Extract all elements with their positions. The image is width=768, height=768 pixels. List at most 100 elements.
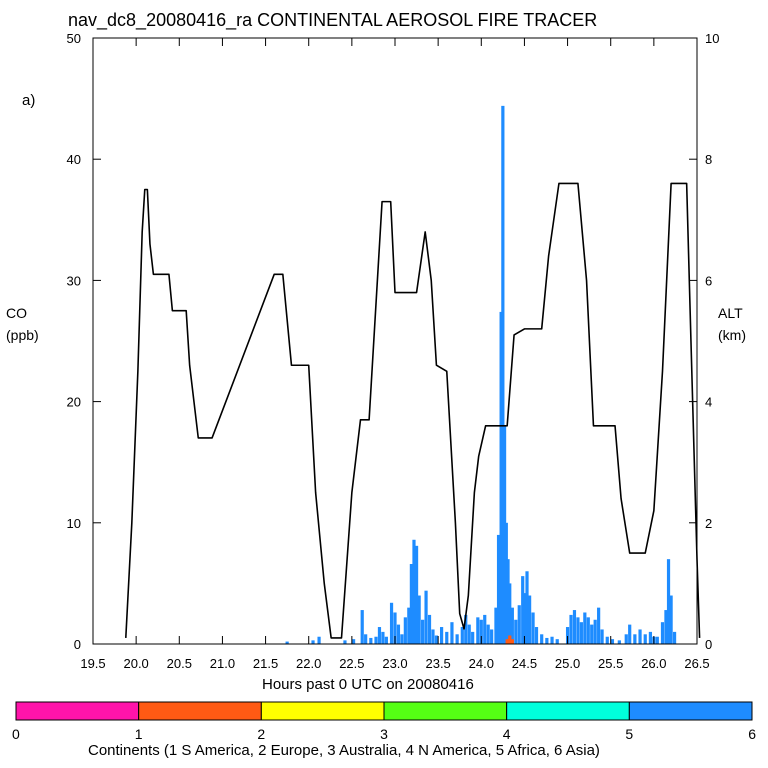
bar-s0-50 bbox=[517, 605, 521, 644]
colorbar-tick-label-5: 5 bbox=[625, 726, 633, 742]
bar-s0-18 bbox=[409, 564, 413, 644]
bar-s0-44 bbox=[502, 425, 507, 644]
colorbar-swatch-5 bbox=[628, 701, 753, 721]
bar-s0-36 bbox=[479, 619, 483, 644]
bar-s0-72 bbox=[605, 636, 609, 644]
bar-s0-66 bbox=[583, 612, 587, 644]
bar-s0-60 bbox=[555, 639, 559, 644]
bar-s0-84 bbox=[664, 610, 668, 644]
y-axis-right-label-name: ALT bbox=[718, 305, 743, 321]
y-left-tick-label-0: 0 bbox=[74, 637, 81, 652]
bar-s0-73 bbox=[610, 639, 615, 644]
bar-s0-45 bbox=[504, 522, 508, 644]
bar-s0-31 bbox=[460, 627, 464, 644]
x-tick-label-6: 22.5 bbox=[339, 656, 364, 671]
bar-s0-53 bbox=[525, 571, 529, 644]
bar-s0-4 bbox=[351, 639, 356, 644]
bar-s0-7 bbox=[369, 637, 373, 644]
y-right-tick-label-0: 0 bbox=[705, 637, 712, 652]
bar-s0-63 bbox=[572, 610, 577, 644]
bar-s0-48 bbox=[510, 607, 514, 644]
colorbar-swatch-0 bbox=[15, 701, 140, 721]
altitude-layer bbox=[124, 182, 701, 639]
x-tick-label-10: 24.5 bbox=[512, 656, 537, 671]
y-left-tick-label-4: 40 bbox=[67, 152, 81, 167]
bar-s0-8 bbox=[374, 636, 378, 644]
bar-s0-64 bbox=[576, 617, 580, 644]
x-tick-label-8: 23.5 bbox=[425, 656, 450, 671]
x-tick-label-14: 26.5 bbox=[684, 656, 709, 671]
bar-s0-56 bbox=[534, 627, 539, 644]
bar-s0-6 bbox=[364, 634, 368, 644]
bar-s0-32 bbox=[464, 614, 468, 644]
bar-s0-43 bbox=[501, 105, 505, 645]
x-tick-label-12: 25.5 bbox=[598, 656, 623, 671]
bar-s0-38 bbox=[486, 624, 490, 644]
bar-s0-61 bbox=[565, 627, 570, 644]
bar-s0-58 bbox=[545, 637, 549, 644]
bar-s0-27 bbox=[439, 627, 444, 644]
bar-s0-37 bbox=[483, 614, 487, 644]
bar-s0-62 bbox=[569, 614, 573, 644]
bar-s0-35 bbox=[476, 617, 480, 644]
x-tick-label-13: 26.0 bbox=[641, 656, 666, 671]
bar-s0-26 bbox=[434, 635, 439, 644]
bar-s0-29 bbox=[450, 622, 454, 644]
x-tick-label-7: 23.0 bbox=[382, 656, 407, 671]
bar-s0-85 bbox=[666, 559, 671, 644]
colorbar-title: Continents (1 S America, 2 Europe, 3 Aus… bbox=[88, 742, 600, 759]
colorbar-tick-label-3: 3 bbox=[380, 726, 388, 742]
colorbar-tick-label-4: 4 bbox=[503, 726, 511, 742]
bar-s0-25 bbox=[431, 629, 435, 644]
bar-s0-71 bbox=[600, 629, 604, 644]
bar-s1-2 bbox=[510, 639, 514, 644]
bar-s0-16 bbox=[403, 617, 407, 644]
bar-s0-28 bbox=[445, 631, 449, 644]
bar-s0-49 bbox=[514, 619, 518, 644]
bar-s0-30 bbox=[455, 634, 459, 644]
bar-s0-42 bbox=[499, 311, 503, 644]
x-tick-label-5: 22.0 bbox=[296, 656, 321, 671]
bar-s0-46 bbox=[506, 559, 510, 644]
y-left-tick-label-2: 20 bbox=[67, 395, 81, 410]
colorbar-swatch-1 bbox=[138, 701, 262, 721]
bar-s0-17 bbox=[407, 607, 411, 644]
y-left-tick-label-5: 50 bbox=[67, 31, 81, 46]
x-tick-label-3: 21.0 bbox=[210, 656, 235, 671]
colorbar-swatch-4 bbox=[506, 701, 630, 721]
bar-s0-70 bbox=[597, 607, 601, 644]
bar-s0-74 bbox=[617, 640, 621, 644]
x-tick-label-9: 24.0 bbox=[469, 656, 494, 671]
bar-s0-87 bbox=[672, 631, 677, 644]
bar-s0-55 bbox=[531, 612, 535, 644]
bar-s0-9 bbox=[377, 627, 382, 644]
bar-s0-57 bbox=[540, 634, 544, 644]
bar-s0-15 bbox=[400, 634, 404, 644]
y-right-tick-label-4: 8 bbox=[705, 152, 712, 167]
bars-layer bbox=[285, 105, 677, 645]
bar-s0-12 bbox=[389, 602, 394, 644]
bar-s0-86 bbox=[669, 595, 673, 644]
bar-s0-22 bbox=[421, 619, 425, 644]
bar-s0-41 bbox=[496, 534, 501, 644]
bar-s0-68 bbox=[590, 624, 594, 644]
colorbar-tick-label-1: 1 bbox=[135, 726, 143, 742]
plot-frame bbox=[92, 37, 698, 645]
colorbar-tick-label-0: 0 bbox=[12, 726, 20, 742]
colorbar-tick-label-2: 2 bbox=[257, 726, 265, 742]
bar-s0-11 bbox=[384, 636, 388, 644]
bar-s0-78 bbox=[638, 629, 642, 644]
bar-s0-5 bbox=[360, 610, 364, 644]
bar-s0-51 bbox=[521, 576, 525, 644]
panel-label: a) bbox=[22, 92, 36, 109]
bar-s0-3 bbox=[343, 640, 347, 644]
y-right-tick-label-2: 4 bbox=[705, 395, 712, 410]
colorbar-layer: 0 1 2 3 4 5 6 bbox=[12, 701, 756, 742]
colorbar-swatch-3 bbox=[383, 701, 508, 721]
colorbar-tick-label-6: 6 bbox=[748, 726, 756, 742]
bar-s0-2 bbox=[317, 636, 321, 644]
bar-s0-20 bbox=[414, 545, 419, 644]
altitude-line bbox=[124, 182, 701, 639]
x-tick-label-2: 20.5 bbox=[167, 656, 192, 671]
